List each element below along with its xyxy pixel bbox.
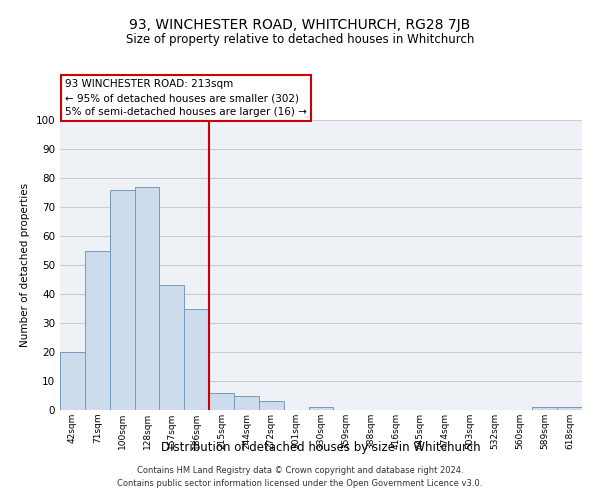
- Bar: [184, 308, 209, 410]
- Y-axis label: Number of detached properties: Number of detached properties: [20, 183, 30, 347]
- Bar: [532, 407, 557, 410]
- Bar: [209, 392, 234, 410]
- Bar: [85, 250, 110, 410]
- Bar: [259, 402, 284, 410]
- Bar: [234, 396, 259, 410]
- Bar: [308, 407, 334, 410]
- Text: Size of property relative to detached houses in Whitchurch: Size of property relative to detached ho…: [126, 32, 474, 46]
- Text: Distribution of detached houses by size in Whitchurch: Distribution of detached houses by size …: [161, 441, 481, 454]
- Bar: [60, 352, 85, 410]
- Bar: [160, 286, 184, 410]
- Bar: [557, 407, 582, 410]
- Bar: [110, 190, 134, 410]
- Text: Contains HM Land Registry data © Crown copyright and database right 2024.
Contai: Contains HM Land Registry data © Crown c…: [118, 466, 482, 487]
- Text: 93, WINCHESTER ROAD, WHITCHURCH, RG28 7JB: 93, WINCHESTER ROAD, WHITCHURCH, RG28 7J…: [130, 18, 470, 32]
- Bar: [134, 186, 160, 410]
- Text: 93 WINCHESTER ROAD: 213sqm
← 95% of detached houses are smaller (302)
5% of semi: 93 WINCHESTER ROAD: 213sqm ← 95% of deta…: [65, 79, 307, 117]
